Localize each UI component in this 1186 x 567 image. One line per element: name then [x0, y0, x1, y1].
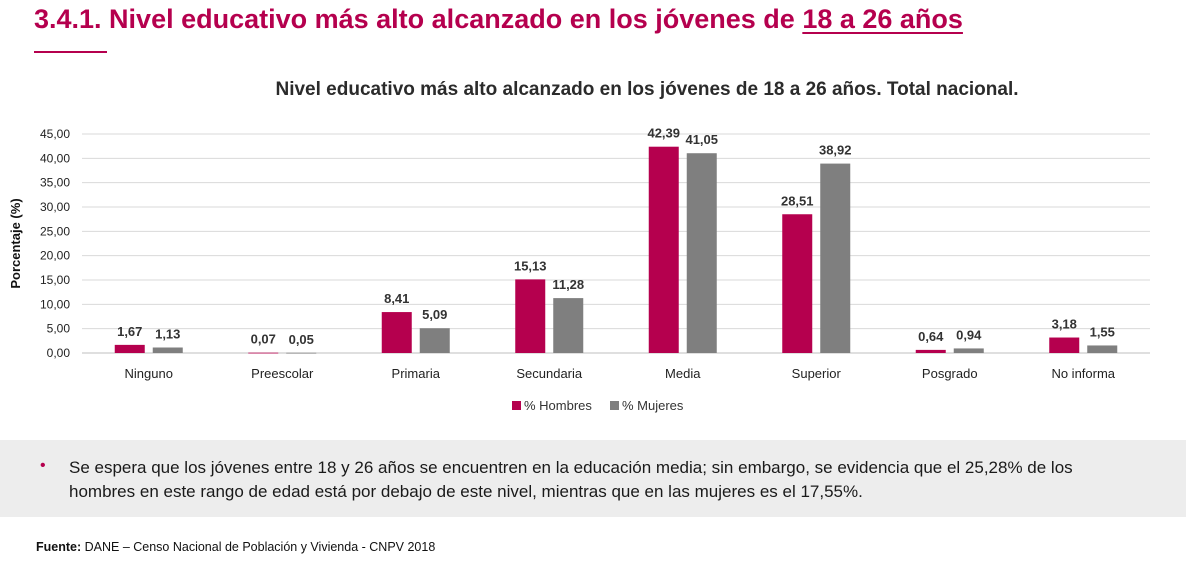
y-tick-label: 10,00: [40, 297, 70, 311]
y-tick-label: 15,00: [40, 273, 70, 287]
data-label: 0,07: [251, 332, 276, 347]
chart-title: Nivel educativo más alto alcanzado en lo…: [275, 79, 1018, 100]
data-label: 0,64: [918, 329, 944, 344]
data-label: 15,13: [514, 258, 547, 273]
data-label: 5,09: [422, 307, 447, 322]
bar-mujeres-4: [686, 153, 717, 353]
data-label: 1,13: [155, 327, 180, 342]
bar-hombres-1: [248, 352, 279, 354]
data-label: 1,55: [1090, 324, 1115, 339]
data-label: 38,92: [819, 143, 852, 158]
bar-hombres-3: [515, 279, 546, 353]
page-title-text: 3.4.1. Nivel educativo más alto alcanzad…: [34, 4, 795, 34]
bar-hombres-5: [782, 214, 813, 353]
category-label: Posgrado: [922, 366, 978, 381]
category-label: Ninguno: [125, 366, 173, 381]
page-title: 3.4.1. Nivel educativo más alto alcanzad…: [34, 4, 963, 35]
category-label: No informa: [1051, 366, 1115, 381]
bar-mujeres-6: [953, 348, 984, 353]
y-tick-label: 45,00: [40, 127, 70, 141]
legend-label: % Hombres: [524, 398, 592, 413]
data-label: 0,05: [289, 332, 314, 347]
page-title-underlined: 18 a 26 años: [802, 4, 963, 34]
bar-mujeres-1: [286, 352, 317, 354]
category-label: Preescolar: [251, 366, 314, 381]
data-label: 0,94: [956, 327, 982, 342]
data-label: 41,05: [685, 132, 718, 147]
category-label: Superior: [792, 366, 842, 381]
bar-mujeres-5: [820, 163, 851, 353]
y-axis-title: Porcentaje (%): [8, 198, 23, 288]
data-label: 42,39: [647, 126, 680, 141]
legend-swatch: [610, 401, 619, 410]
legend-swatch: [512, 401, 521, 410]
bar-hombres-7: [1049, 337, 1080, 353]
source-note: Fuente: DANE – Censo Nacional de Poblaci…: [36, 540, 435, 554]
y-tick-label: 25,00: [40, 224, 70, 238]
bar-hombres-2: [381, 312, 412, 353]
category-label: Primaria: [392, 366, 441, 381]
y-tick-label: 5,00: [47, 322, 71, 336]
note-bullet: •: [40, 457, 46, 474]
bar-hombres-0: [114, 344, 145, 353]
category-label: Media: [665, 366, 701, 381]
y-tick-label: 35,00: [40, 176, 70, 190]
source-text: DANE – Censo Nacional de Población y Viv…: [81, 540, 436, 554]
y-tick-label: 30,00: [40, 200, 70, 214]
data-label: 1,67: [117, 324, 142, 339]
category-label: Secundaria: [516, 366, 583, 381]
bar-mujeres-2: [419, 328, 450, 353]
legend-label: % Mujeres: [622, 398, 684, 413]
note-text: Se espera que los jóvenes entre 18 y 26 …: [69, 458, 1073, 501]
data-label: 11,28: [552, 277, 584, 292]
data-label: 28,51: [781, 193, 814, 208]
bar-mujeres-3: [553, 298, 584, 353]
bar-hombres-6: [915, 349, 946, 353]
data-label: 3,18: [1052, 317, 1077, 332]
y-tick-label: 20,00: [40, 249, 70, 263]
bar-chart: Nivel educativo más alto alcanzado en lo…: [8, 79, 1150, 413]
title-rule: [34, 51, 107, 53]
y-tick-label: 0,00: [47, 346, 71, 360]
bar-mujeres-0: [152, 347, 183, 353]
source-label: Fuente:: [36, 540, 82, 554]
note-box: • Se espera que los jóvenes entre 18 y 2…: [0, 440, 1186, 517]
data-label: 8,41: [384, 291, 409, 306]
y-tick-label: 40,00: [40, 151, 70, 165]
bar-mujeres-7: [1087, 345, 1118, 353]
bar-hombres-4: [648, 146, 679, 353]
